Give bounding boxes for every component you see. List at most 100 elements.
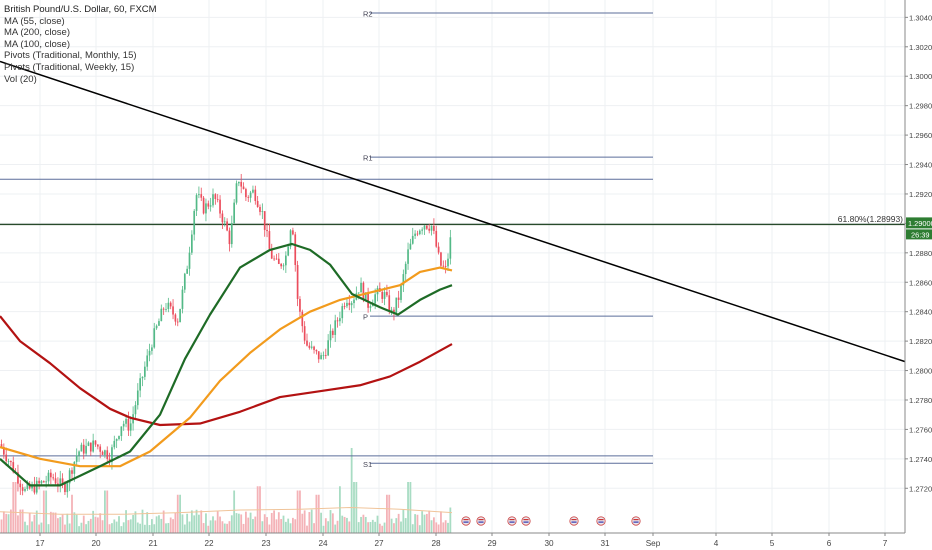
candle-body	[440, 252, 442, 266]
event-flag-icon[interactable]	[596, 516, 606, 526]
event-flag-icon[interactable]	[461, 516, 471, 526]
time-tick-label[interactable]: Sep	[646, 539, 661, 548]
time-tick-label[interactable]: 30	[544, 539, 554, 548]
time-tick-label[interactable]: 23	[261, 539, 271, 548]
price-tick-label[interactable]: 1.27200	[909, 484, 932, 493]
time-tick-label[interactable]: 24	[318, 539, 328, 548]
price-tick-label[interactable]: 1.30000	[909, 72, 932, 81]
current-price-badge[interactable]	[906, 217, 932, 229]
legend-study-ma100[interactable]: MA (100, close)	[4, 38, 70, 50]
volume-bars	[0, 448, 453, 533]
candle-body	[92, 440, 94, 452]
time-tick-label[interactable]: 21	[148, 539, 158, 548]
price-tick-label[interactable]: 1.27400	[909, 455, 932, 464]
time-tick-label[interactable]: 29	[487, 539, 497, 548]
candle-body	[75, 455, 78, 462]
price-tick-label[interactable]: 1.29200	[909, 190, 932, 199]
volume-bar	[89, 518, 92, 533]
event-flag-stripe	[598, 519, 604, 521]
legend-study-pivots-monthly[interactable]: Pivots (Traditional, Monthly, 15)	[4, 50, 137, 62]
candle-body	[301, 311, 304, 327]
volume-bar	[270, 512, 273, 533]
time-tick-label[interactable]: 28	[431, 539, 441, 548]
volume-bar	[160, 518, 163, 533]
candle-body	[59, 478, 62, 486]
price-tick-label[interactable]: 1.28600	[909, 278, 932, 287]
candle-body	[233, 202, 235, 224]
event-flag-icon[interactable]	[569, 516, 579, 526]
price-tick-label[interactable]: 1.27600	[909, 425, 932, 434]
volume-bar	[111, 523, 113, 533]
pivot-label-p[interactable]: P	[363, 313, 368, 322]
candle-body	[303, 326, 306, 341]
volume-bar	[409, 482, 412, 533]
event-flag-icon[interactable]	[507, 516, 517, 526]
time-tick-label[interactable]: 17	[35, 539, 45, 548]
time-tick-label[interactable]: 22	[204, 539, 214, 548]
time-tick-label[interactable]: 20	[91, 539, 101, 548]
pivot-label-r1[interactable]: R1	[363, 154, 373, 163]
volume-bar	[245, 511, 247, 533]
legend-title[interactable]: British Pound/U.S. Dollar, 60, FXCM	[4, 4, 157, 15]
price-tick-label[interactable]: 1.28200	[909, 337, 932, 346]
countdown-badge[interactable]	[906, 229, 932, 240]
volume-bar	[61, 514, 64, 533]
time-tick-label[interactable]: 6	[827, 539, 832, 548]
time-tick-label[interactable]: 4	[714, 539, 719, 548]
volume-bar	[80, 522, 83, 533]
event-flag-icon[interactable]	[631, 516, 641, 526]
volume-bar	[188, 521, 191, 533]
volume-bar	[310, 509, 313, 533]
volume-bar	[101, 520, 104, 533]
volume-bar	[94, 516, 97, 533]
price-tick-label[interactable]: 1.29600	[909, 131, 932, 140]
time-tick-label[interactable]: 27	[374, 539, 384, 548]
time-tick-label[interactable]: 31	[600, 539, 610, 548]
candle-body	[388, 295, 391, 312]
legend-study-ma55[interactable]: MA (55, close)	[4, 15, 65, 27]
legend-study-volume[interactable]: Vol (20)	[4, 73, 37, 85]
candle-body	[198, 194, 200, 196]
price-tick-label[interactable]: 1.30200	[909, 43, 932, 52]
event-flag-icon[interactable]	[521, 516, 531, 526]
price-tick-label[interactable]: 1.30400	[909, 13, 932, 22]
price-tick-label[interactable]: 1.27800	[909, 396, 932, 405]
candle-body	[256, 200, 259, 207]
event-flag-stripe	[478, 521, 484, 523]
current-price-label[interactable]: 1.29000	[908, 219, 932, 228]
volume-bar	[268, 524, 271, 533]
candle-body	[238, 181, 240, 184]
volume-bar	[327, 521, 330, 533]
pivot-label-s1[interactable]: S1	[363, 460, 372, 469]
candle-body	[346, 302, 348, 307]
volume-bar	[395, 518, 398, 533]
volume-bar	[186, 513, 189, 533]
countdown-label[interactable]: 26:39	[911, 230, 930, 239]
pivot-label-r2[interactable]: R2	[363, 9, 373, 18]
candle-body	[242, 186, 245, 190]
legend-study-ma200[interactable]: MA (200, close)	[4, 27, 70, 39]
candle-body	[26, 483, 29, 489]
time-tick-label[interactable]: 7	[883, 539, 888, 548]
event-markers[interactable]	[461, 516, 641, 526]
legend-study-pivots-weekly[interactable]: Pivots (Traditional, Weekly, 15)	[4, 61, 135, 73]
trendline[interactable]	[0, 60, 932, 372]
candle-body	[313, 346, 315, 350]
candle-body	[414, 233, 416, 236]
candle-body	[447, 258, 449, 267]
volume-bar	[212, 516, 214, 533]
trendline-line[interactable]	[0, 60, 932, 372]
candle-body	[3, 447, 5, 455]
price-tick-label[interactable]: 1.29800	[909, 102, 932, 111]
volume-bar	[407, 482, 409, 533]
price-tick-label[interactable]: 1.29400	[909, 161, 932, 170]
candle-body	[174, 314, 177, 322]
time-tick-label[interactable]: 5	[770, 539, 775, 548]
price-tick-label[interactable]: 1.28800	[909, 249, 932, 258]
price-tick-label[interactable]: 1.28400	[909, 308, 932, 317]
fib-level-label[interactable]: 61.80%(1.28993)	[838, 214, 903, 224]
event-flag-icon[interactable]	[476, 516, 486, 526]
event-flag-stripe	[463, 519, 469, 521]
price-tick-label[interactable]: 1.28000	[909, 367, 932, 376]
